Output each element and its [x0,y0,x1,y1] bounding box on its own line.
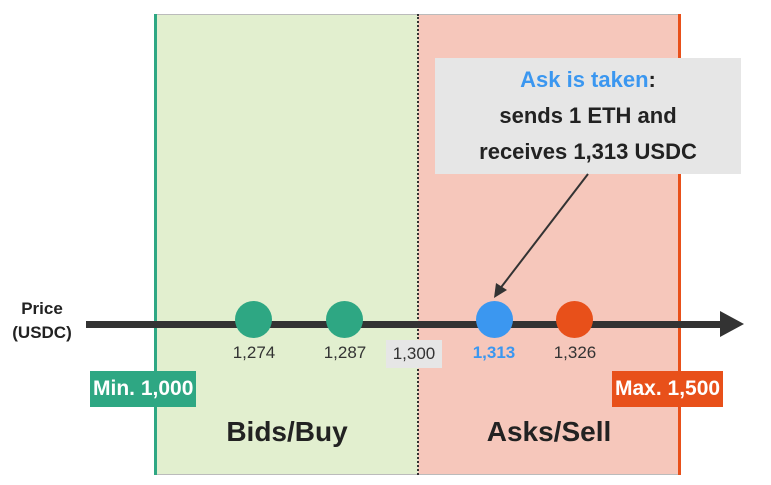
bid-order-dot [326,301,363,338]
price-axis [86,321,726,328]
min-bound-line [154,14,157,475]
callout-pointer-line [498,173,589,291]
min-price-badge: Min. 1,000 [90,371,197,407]
axis-arrow-icon [720,311,744,337]
mid-price-label: 1,300 [386,340,442,368]
taken-ask-order-dot [476,301,513,338]
axis-label-line2: (USDC) [12,323,72,342]
axis-label: Price (USDC) [0,297,84,345]
ask-order-dot [556,301,593,338]
callout-line3: receives 1,313 USDC [479,139,697,164]
callout-suffix: : [648,67,656,92]
max-price-badge: Max. 1,500 [612,371,724,407]
trade-callout: Ask is taken: sends 1 ETH and receives 1… [435,58,741,174]
callout-line1: Ask is taken: [435,62,741,98]
asks-zone-title: Asks/Sell [486,416,612,447]
callout-line2: sends 1 ETH and [499,103,677,128]
mid-price-line [417,14,419,475]
callout-pointer-arrow-icon [494,283,507,298]
bids-zone-title: Bids/Buy [226,416,348,447]
bids-zone [155,14,418,475]
callout-highlight: Ask is taken [520,67,649,92]
bid-order-dot [235,301,272,338]
order-price-label: 1,287 [323,343,367,362]
taken-order-price-label: 1,313 [472,343,516,362]
axis-label-line1: Price [21,299,63,318]
order-price-label: 1,326 [553,343,597,362]
order-price-label: 1,274 [232,343,276,362]
max-bound-line [678,14,681,475]
